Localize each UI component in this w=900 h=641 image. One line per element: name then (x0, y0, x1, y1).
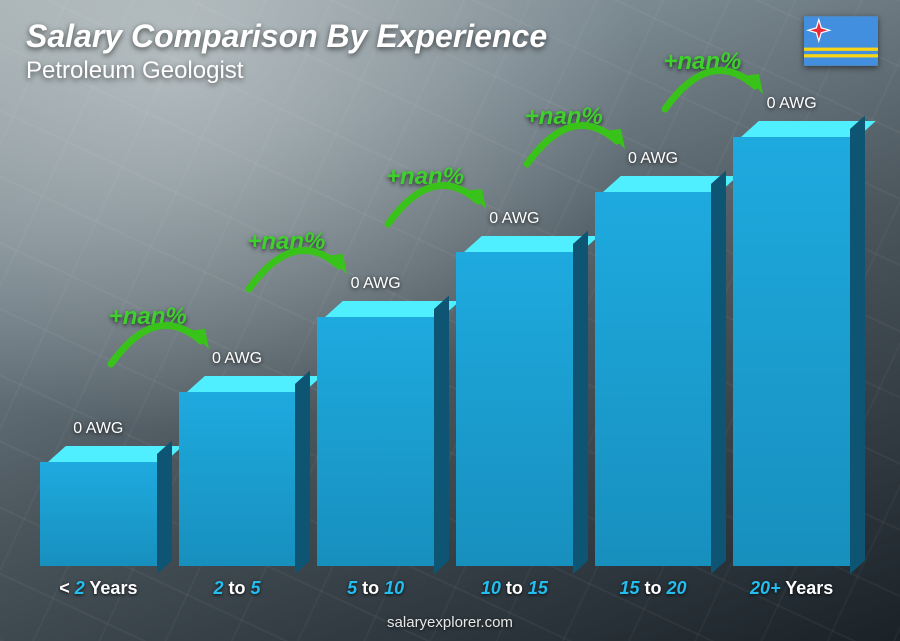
x-axis-label: 10 to 15 (481, 578, 548, 599)
delta-label: +nan% (386, 163, 464, 191)
bar-column: +nan%0 AWG5 to 10 (317, 275, 434, 599)
bar-value-label: 0 AWG (767, 95, 817, 113)
bar-column: +nan%0 AWG2 to 5 (179, 350, 296, 599)
bar-column: 0 AWG < 2 Years (40, 420, 157, 599)
bar (40, 446, 157, 566)
delta-label: +nan% (247, 228, 325, 256)
bar-value-label: 0 AWG (351, 275, 401, 293)
bar-chart: 0 AWG < 2 Years +nan% 0 AWG 2 to 5 +nan% 0 AWG… (40, 79, 850, 599)
bar-column: +nan%0 AWG15 to 20 (595, 150, 712, 599)
bar-value-label: 0 AWG (73, 420, 123, 438)
bar-value-label: 0 AWG (489, 210, 539, 228)
x-axis-label: 20+ Years (750, 578, 833, 599)
x-axis-label: 15 to 20 (619, 578, 686, 599)
header: Salary Comparison By Experience Petroleu… (26, 18, 547, 85)
bar-value-label: 0 AWG (628, 150, 678, 168)
delta-label: +nan% (663, 48, 741, 76)
x-axis-label: < 2 Years (59, 578, 137, 599)
bar (733, 121, 850, 566)
delta-label: +nan% (525, 103, 603, 131)
x-axis-label: 2 to 5 (213, 578, 260, 599)
bar (317, 301, 434, 566)
bar-column: +nan%0 AWG20+ Years (733, 95, 850, 599)
bar (595, 176, 712, 566)
bar (456, 236, 573, 566)
footer-credit: salaryexplorer.com (0, 614, 900, 631)
bar (179, 376, 296, 566)
bar-value-label: 0 AWG (212, 350, 262, 368)
delta-label: +nan% (109, 303, 187, 331)
chart-title: Salary Comparison By Experience (26, 18, 547, 55)
x-axis-label: 5 to 10 (347, 578, 404, 599)
bar-column: +nan%0 AWG10 to 15 (456, 210, 573, 599)
flag-aruba-icon (804, 16, 878, 66)
